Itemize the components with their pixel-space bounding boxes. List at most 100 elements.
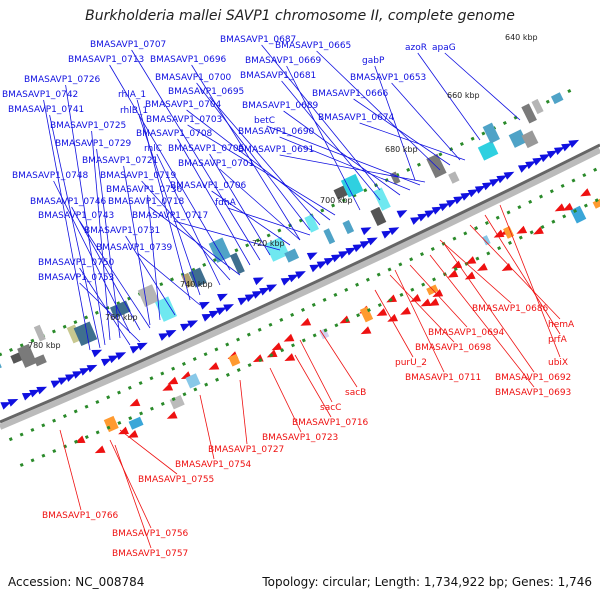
scale-label: 680 kbp — [385, 145, 418, 154]
forward-gene-label: BMASAVP1_0726 — [24, 75, 101, 85]
tick-ring-outer-dot — [345, 318, 350, 323]
forward-gene-arrow — [280, 277, 292, 286]
forward-gene-arrow — [417, 213, 429, 222]
forward-gene-arrow — [323, 257, 335, 266]
forward-gene-arrow — [431, 206, 443, 215]
forward-gene-arrow — [352, 244, 364, 253]
forward-gene-label: BMASAVP1_0713 — [68, 55, 144, 65]
forward-gene-arrow — [217, 293, 228, 302]
tick-ring-inner-dot — [106, 395, 111, 400]
reverse-gene-label: BMASAVP1_0694 — [428, 328, 505, 338]
forward-gene-label: BMASAVP1_0736 — [106, 185, 183, 195]
forward-label-connector — [279, 154, 426, 183]
tick-ring-outer-dot — [258, 358, 263, 363]
forward-label-connector — [417, 52, 481, 141]
inner-feature-block — [103, 415, 119, 433]
feature-block — [17, 343, 37, 368]
tick-ring-outer-dot — [149, 406, 154, 411]
feature-block — [10, 352, 23, 364]
forward-gene-arrow — [79, 368, 91, 376]
feature-block — [340, 173, 364, 198]
tick-ring-far-dot — [73, 320, 78, 325]
tick-ring-inner-dot — [355, 282, 360, 287]
forward-gene-arrow — [532, 157, 544, 166]
forward-gene-label: BMASAVP1_0689 — [242, 101, 319, 111]
reverse-gene-label: prfA — [548, 335, 568, 345]
reverse-label-connector — [444, 244, 535, 373]
reverse-label-connector — [269, 367, 302, 433]
reverse-label-connector — [59, 429, 82, 511]
tick-ring-inner-dot — [333, 292, 338, 297]
forward-label-connector — [137, 252, 201, 306]
feature-block — [109, 300, 131, 319]
feature-block — [531, 98, 544, 115]
reverse-label-connector — [374, 289, 414, 358]
tick-ring-inner-dot — [117, 390, 121, 395]
tick-ring-outer-dot — [453, 267, 458, 272]
reverse-gene-label: BMASAVP1_0755 — [138, 475, 214, 485]
forward-gene-label: rhlA_1 — [118, 90, 146, 100]
forward-gene-arrow — [561, 143, 572, 152]
tick-ring-inner-dot — [73, 409, 78, 414]
forward-gene-label: BMASAVP1_0695 — [168, 87, 244, 97]
tick-ring-outer-dot — [388, 297, 393, 302]
tick-ring-inner-dot — [127, 385, 132, 390]
tick-ring-outer-dot — [84, 435, 89, 440]
tick-ring-inner-dot — [506, 210, 511, 215]
feature-block — [521, 130, 539, 149]
forward-gene-arrow — [72, 371, 84, 379]
tick-ring-outer-dot — [52, 449, 57, 454]
forward-label-connector — [131, 49, 261, 261]
forward-gene-arrow — [266, 284, 278, 293]
reverse-gene-arrow — [400, 306, 411, 315]
forward-gene-label: BMASAVP1_0665 — [275, 41, 351, 51]
tick-ring-outer-dot — [377, 303, 382, 308]
tick-ring-outer-dot — [19, 462, 24, 467]
tick-ring-outer-dot — [280, 348, 285, 353]
forward-gene-label: BMASAVP1_0741 — [8, 105, 84, 115]
tick-ring-far-dot — [94, 310, 99, 315]
forward-gene-label: BMASAVP1_0743 — [38, 211, 114, 221]
forward-gene-arrow — [503, 171, 515, 180]
tick-ring-outer-dot — [291, 343, 295, 348]
genome-summary-text: Topology: circular; Length: 1,734,922 bp… — [262, 575, 592, 589]
reverse-label-connector — [294, 354, 332, 418]
feature-block — [323, 228, 336, 245]
reverse-gene-arrow — [554, 203, 566, 212]
feature-block — [482, 122, 500, 144]
forward-gene-arrow — [244, 294, 256, 303]
forward-label-connector — [374, 65, 416, 181]
forward-gene-label: BMASAVP1_0687 — [220, 35, 296, 45]
forward-gene-label: BMASAVP1_0750 — [38, 258, 115, 268]
tick-ring-outer-dot — [399, 292, 404, 297]
forward-label-connector — [156, 153, 221, 286]
forward-gene-arrow — [216, 307, 227, 316]
forward-gene-label: betC — [254, 116, 275, 126]
feature-block — [373, 187, 391, 211]
tick-ring-outer-dot — [529, 230, 534, 235]
forward-label-connector — [125, 235, 176, 316]
tick-ring-far-dot — [341, 198, 346, 203]
tick-ring-inner-dot — [528, 199, 533, 204]
forward-gene-arrow — [237, 297, 249, 306]
forward-gene-arrow — [381, 230, 393, 239]
inner-feature-block — [482, 235, 491, 246]
forward-gene-label: BMASAVP1_0669 — [245, 56, 322, 66]
tick-ring-inner-dot — [160, 371, 165, 376]
forward-label-connector — [196, 82, 311, 231]
scale-label: 780 kbp — [28, 341, 61, 350]
feature-block — [66, 324, 82, 344]
tick-ring-outer-dot — [117, 420, 122, 425]
forward-label-connector — [71, 206, 141, 331]
forward-gene-label: BMASAVP1_0700 — [155, 73, 232, 83]
forward-label-connector — [177, 138, 251, 266]
tick-ring-inner-dot — [474, 226, 479, 231]
tick-ring-far-dot — [449, 147, 454, 152]
inner-feature-block — [503, 226, 515, 239]
scale-label: 700 kbp — [320, 196, 353, 205]
inner-feature-block — [592, 197, 600, 209]
tick-ring-inner-dot — [41, 423, 46, 428]
reverse-gene-label: BMASAVP1_0716 — [292, 418, 369, 428]
reverse-gene-label: sacB — [345, 388, 366, 398]
reverse-gene-label: BMASAVP1_0723 — [262, 433, 338, 443]
